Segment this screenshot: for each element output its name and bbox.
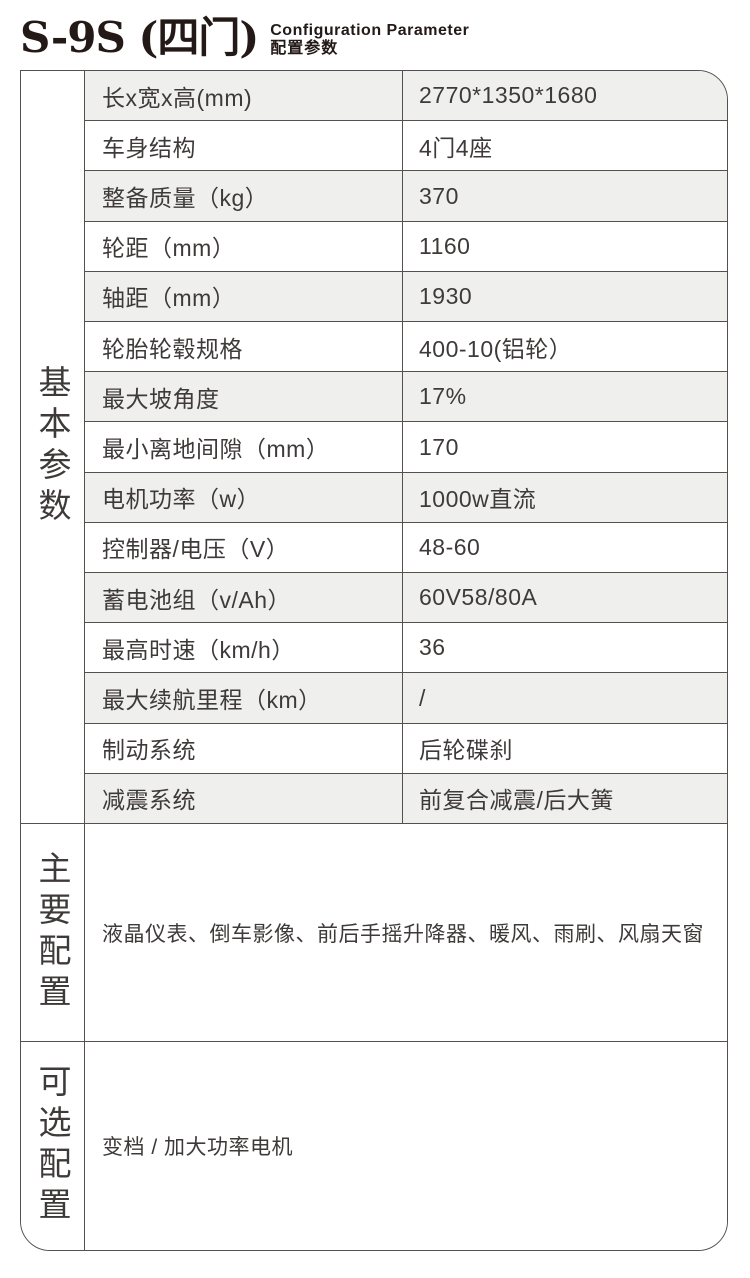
spec-label: 轮距（mm） — [102, 235, 236, 262]
table-row: 减震系统 前复合减震/后大簧 — [85, 772, 727, 824]
table-row: 长x宽x高(mm) 2770*1350*1680 — [85, 71, 727, 121]
main-config-content: 液晶仪表、倒车影像、前后手摇升降器、暖风、雨刷、风扇天窗 — [85, 824, 727, 1041]
section-header-label: 主要配置 — [34, 850, 71, 1015]
spec-label: 轮胎轮毂规格 — [102, 335, 243, 362]
table-row: 轴距（mm） 1930 — [85, 270, 727, 322]
table-row: 控制器/电压（V） 48-60 — [85, 521, 727, 573]
spec-label: 电机功率（w） — [102, 486, 261, 513]
spec-value: 36 — [402, 623, 727, 673]
page-subtitle: Configuration Parameter 配置参数 — [270, 22, 469, 60]
section-optional-config: 可选配置 变档 / 加大功率电机 — [21, 1041, 727, 1250]
spec-value: 1000w直流 — [402, 472, 727, 522]
page-header: S-9S (四门) Configuration Parameter 配置参数 — [20, 13, 469, 62]
spec-label: 长x宽x高(mm) — [102, 84, 253, 111]
spec-label: 车身结构 — [102, 134, 196, 161]
spec-value: 370 — [402, 171, 727, 221]
spec-label: 最大坡角度 — [102, 385, 220, 412]
spec-label: 轴距（mm） — [102, 285, 236, 312]
spec-label: 蓄电池组（v/Ah） — [102, 586, 292, 613]
spec-label: 整备质量（kg） — [102, 185, 269, 211]
subtitle-english: Configuration Parameter — [270, 22, 470, 40]
section-optional-config-header: 可选配置 — [21, 1042, 85, 1250]
table-row: 轮距（mm） 1160 — [85, 220, 727, 271]
table-row: 最小离地间隙（mm） 170 — [85, 421, 727, 472]
spec-label: 最高时速（km/h） — [102, 636, 295, 663]
section-basic-params-header: 基本参数 — [21, 71, 85, 823]
spec-value: 17% — [402, 372, 727, 422]
table-row: 最高时速（km/h） 36 — [85, 622, 727, 673]
spec-table: 基本参数 长x宽x高(mm) 2770*1350*1680 车身结构 4门4座 … — [20, 70, 728, 1251]
subtitle-chinese: 配置参数 — [270, 40, 339, 58]
spec-label: 减震系统 — [102, 787, 196, 814]
spec-value: 400-10(铝轮） — [402, 322, 727, 372]
table-row: 制动系统 后轮碟刹 — [85, 722, 727, 773]
spec-label: 最小离地间隙（mm） — [102, 436, 330, 463]
spec-label: 最大续航里程（km） — [102, 687, 322, 714]
spec-value: 前复合减震/后大簧 — [402, 773, 727, 824]
table-row: 最大坡角度 17% — [85, 371, 727, 422]
spec-value: / — [402, 673, 727, 723]
table-row: 最大续航里程（km） / — [85, 672, 727, 723]
section-basic-params: 基本参数 长x宽x高(mm) 2770*1350*1680 车身结构 4门4座 … — [21, 71, 727, 824]
section-main-config: 主要配置 液晶仪表、倒车影像、前后手摇升降器、暖风、雨刷、风扇天窗 — [21, 823, 727, 1041]
spec-rows: 长x宽x高(mm) 2770*1350*1680 车身结构 4门4座 整备质量（… — [85, 71, 727, 824]
spec-label: 控制器/电压（V） — [102, 536, 290, 563]
spec-value: 后轮碟刹 — [402, 723, 727, 773]
spec-value: 60V58/80A — [402, 573, 727, 623]
table-row: 电机功率（w） 1000w直流 — [85, 471, 727, 522]
spec-value: 48-60 — [402, 522, 727, 573]
page-title: S-9S (四门) — [20, 13, 259, 62]
section-header-label: 基本参数 — [34, 365, 71, 529]
spec-value: 170 — [402, 422, 727, 472]
spec-value: 1160 — [402, 221, 727, 271]
table-row: 蓄电池组（v/Ah） 60V58/80A — [85, 572, 727, 623]
table-row: 车身结构 4门4座 — [85, 120, 727, 171]
spec-value: 4门4座 — [402, 121, 727, 171]
spec-value: 2770*1350*1680 — [402, 71, 727, 121]
spec-label: 制动系统 — [102, 737, 196, 764]
table-row: 轮胎轮毂规格 400-10(铝轮） — [85, 321, 727, 372]
table-row: 整备质量（kg） 370 — [85, 170, 727, 221]
section-main-config-header: 主要配置 — [21, 824, 85, 1041]
optional-config-content: 变档 / 加大功率电机 — [85, 1042, 727, 1250]
section-header-label: 可选配置 — [34, 1064, 71, 1228]
spec-value: 1930 — [402, 271, 727, 322]
